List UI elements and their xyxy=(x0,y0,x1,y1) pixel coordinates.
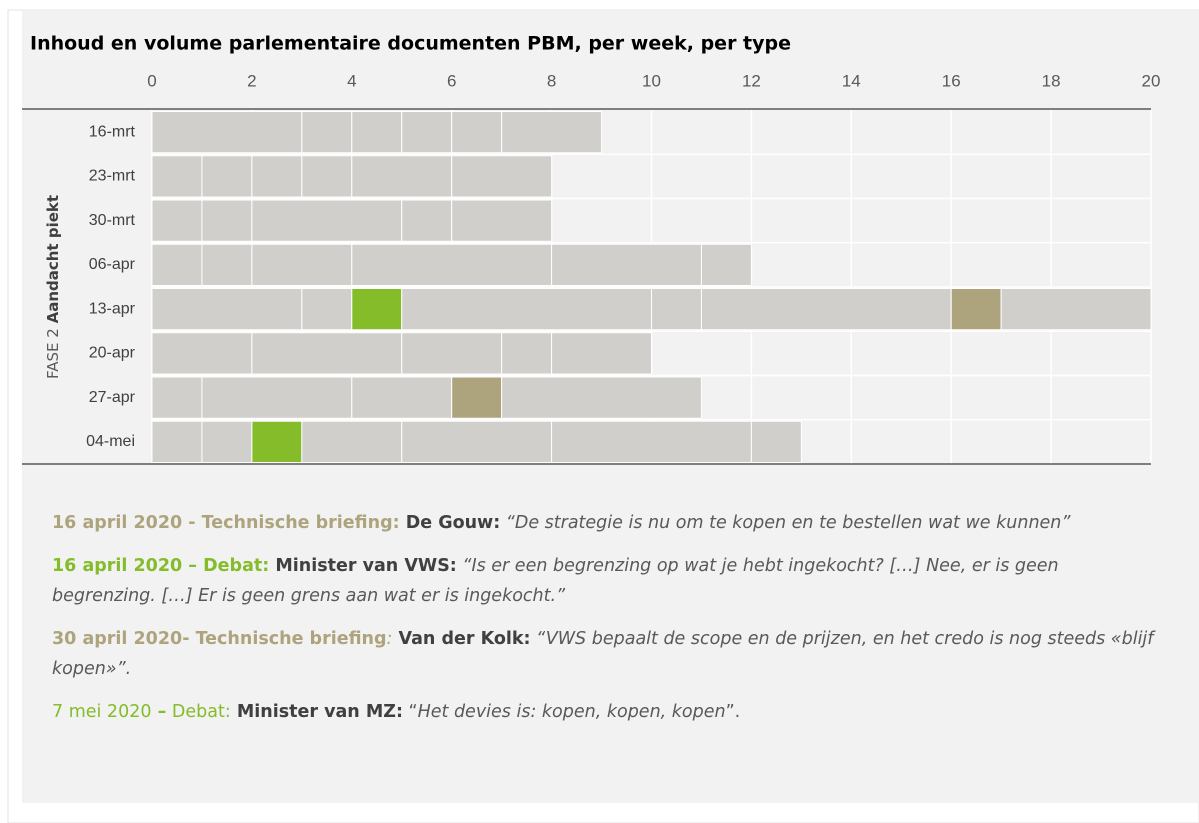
bar-segment xyxy=(251,199,403,242)
note: 30 april 2020- Technische briefing: Van … xyxy=(52,624,1162,684)
bar-segment xyxy=(251,155,303,198)
bar-segment xyxy=(750,420,802,463)
bar-segment xyxy=(401,111,453,154)
x-tick-label: 6 xyxy=(447,71,456,90)
bar-segment xyxy=(251,420,303,463)
note-part: 16 april 2020 - Technische briefing: xyxy=(52,513,400,533)
bar-segment xyxy=(700,288,952,331)
x-tick-label: 10 xyxy=(642,71,661,90)
bar-segment xyxy=(401,420,553,463)
bar-segment xyxy=(201,420,253,463)
bar-segment xyxy=(551,243,702,286)
row-label: 30-mrt xyxy=(89,212,136,229)
bar-segment xyxy=(950,288,1002,331)
bar-segment xyxy=(451,199,553,242)
note-part: Debat: xyxy=(166,702,231,722)
bar-segment xyxy=(151,288,303,331)
bar-segment xyxy=(301,111,353,154)
note-part: Minister van VWS: xyxy=(269,556,457,576)
note-part: – xyxy=(151,702,167,722)
bar-segment xyxy=(451,111,503,154)
bar-segment xyxy=(301,288,353,331)
row-label: 04-mei xyxy=(86,433,135,450)
note-part: Minister van MZ: xyxy=(230,702,403,722)
bar-segment xyxy=(700,243,752,286)
row-label: 27-apr xyxy=(89,389,136,406)
row-label: 16-mrt xyxy=(89,123,136,140)
y-label-part: FASE 2 xyxy=(44,328,62,379)
row-label: 06-apr xyxy=(89,256,136,273)
bar-segment xyxy=(301,155,353,198)
notes: 16 april 2020 - Technische briefing: De … xyxy=(52,508,1162,740)
bar-segment xyxy=(151,420,203,463)
note-part: “De strategie is nu om te kopen en te be… xyxy=(500,513,1071,533)
bar-segment xyxy=(551,332,652,375)
x-tick-label: 4 xyxy=(347,71,356,90)
bar-segment xyxy=(351,155,453,198)
bar-segment xyxy=(501,332,553,375)
bar-segment xyxy=(351,376,453,419)
bar-segment xyxy=(351,111,403,154)
note-part: Van der Kolk: xyxy=(392,629,531,649)
bar-segment xyxy=(501,376,702,419)
x-tick-label: 20 xyxy=(1142,71,1161,90)
note-part: “ xyxy=(402,702,418,722)
bar-segment xyxy=(151,155,203,198)
bar-segment xyxy=(201,243,253,286)
bar-segment xyxy=(201,155,253,198)
note-part: : xyxy=(386,629,393,649)
bar-segment xyxy=(301,420,403,463)
bar-segment xyxy=(151,199,203,242)
bar-segment xyxy=(451,376,503,419)
row-label: 20-apr xyxy=(89,345,136,362)
bar-segment xyxy=(201,199,253,242)
note-part: ”. xyxy=(725,702,741,722)
note-part: “Is er een begrenzing op wat je hebt ing… xyxy=(52,556,1059,606)
bar-segment xyxy=(151,111,303,154)
row-label: 13-apr xyxy=(89,300,136,317)
chart-title: Inhoud en volume parlementaire documente… xyxy=(30,33,791,55)
x-tick-label: 8 xyxy=(547,71,556,90)
y-axis-label: FASE 2 Aandacht piekt xyxy=(44,195,62,379)
x-tick-label: 0 xyxy=(147,71,156,90)
note: 7 mei 2020 – Debat: Minister van MZ: “He… xyxy=(52,697,1162,727)
x-tick-label: 12 xyxy=(742,71,761,90)
bar-segment xyxy=(251,243,353,286)
bar-segment xyxy=(401,288,652,331)
bar-segment xyxy=(401,199,453,242)
x-tick-label: 2 xyxy=(247,71,256,90)
bar-segment xyxy=(151,376,203,419)
note-part: Het devies is: kopen, kopen, kopen xyxy=(417,702,726,722)
note-part: De Gouw: xyxy=(399,513,501,533)
x-tick-label: 14 xyxy=(842,71,861,90)
bar-segment xyxy=(551,420,752,463)
bar-segment xyxy=(201,376,353,419)
note-part: 30 april 2020- Technische briefing xyxy=(52,629,387,649)
bar-segment xyxy=(351,243,553,286)
note: 16 april 2020 - Technische briefing: De … xyxy=(52,508,1162,538)
row-label: 23-mrt xyxy=(89,168,136,185)
x-tick-label: 18 xyxy=(1042,71,1061,90)
note-part: 7 mei 2020 xyxy=(52,702,152,722)
bar-segment xyxy=(651,288,702,331)
note-part: 16 april 2020 – Debat: xyxy=(52,556,270,576)
bar-segment xyxy=(351,288,403,331)
bar-segment xyxy=(151,243,203,286)
bar-segment xyxy=(251,332,403,375)
bar-segment xyxy=(1000,288,1152,331)
bar-segment xyxy=(451,155,553,198)
bar-segment xyxy=(151,332,253,375)
bar-segment xyxy=(401,332,503,375)
note-part: “VWS bepaalt de scope en de prijzen, en … xyxy=(52,629,1154,679)
bar-segment xyxy=(501,111,603,154)
y-label-part: Aandacht piekt xyxy=(44,195,62,323)
x-tick-label: 16 xyxy=(942,71,961,90)
note: 16 april 2020 – Debat: Minister van VWS:… xyxy=(52,551,1162,611)
